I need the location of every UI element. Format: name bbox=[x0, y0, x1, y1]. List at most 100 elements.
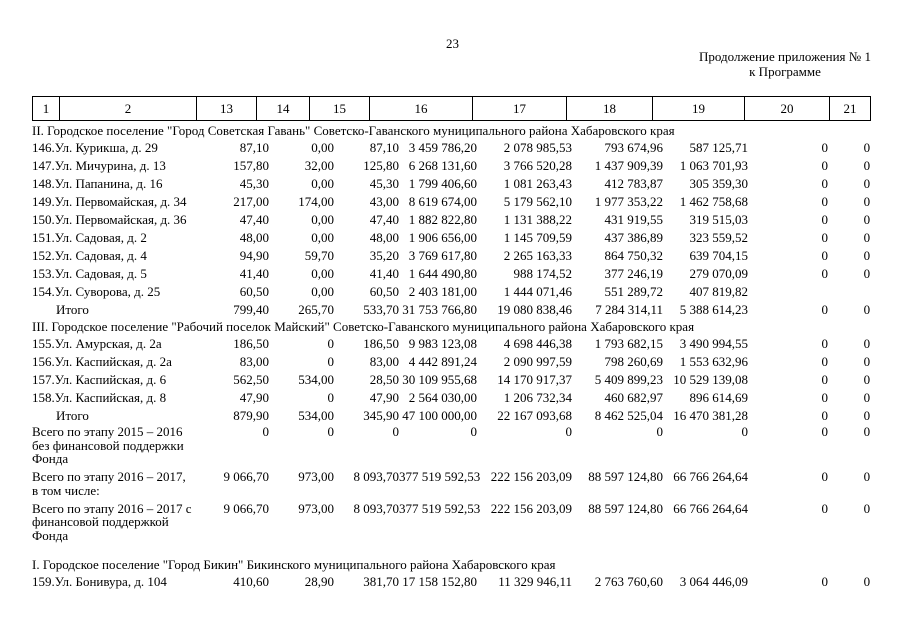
cell-value: 1 793 682,15 bbox=[594, 336, 663, 351]
cell-value: 793 674,96 bbox=[604, 140, 664, 155]
row-label: Всего по этапу 2016 – 2017 с финансовой … bbox=[32, 500, 192, 543]
cell-value: 0 bbox=[863, 573, 871, 589]
column-header-cell: 14 bbox=[256, 96, 310, 121]
program-data-table: II. Городское поселение "Город Советская… bbox=[32, 123, 870, 591]
cell-value: 0,00 bbox=[311, 266, 334, 281]
table-row: 156.Ул. Каспийская, д. 2а 83,00 0 83,00 4 44… bbox=[32, 353, 870, 371]
cell-value: 8 462 525,04 bbox=[594, 408, 663, 423]
row-label: 153.Ул. Садовая, д. 5 bbox=[32, 266, 147, 281]
cell-value: 0 bbox=[327, 424, 335, 439]
cell-value: 437 386,89 bbox=[604, 230, 664, 245]
cell-value: 896 614,69 bbox=[689, 390, 749, 405]
cell-value: 66 766 264,64 bbox=[673, 500, 748, 516]
cell-value: 0 bbox=[863, 500, 871, 516]
cell-value: 47,40 bbox=[239, 212, 269, 227]
table-row: Итого 799,40 265,70 533,70 31 753 766,80 19 0… bbox=[32, 301, 870, 319]
cell-value: 0 bbox=[821, 230, 829, 245]
cell-value: 45,30 bbox=[369, 176, 399, 191]
cell-value: 2 265 163,33 bbox=[503, 248, 572, 263]
cell-value: 87,10 bbox=[239, 140, 269, 155]
cell-value: 0 bbox=[863, 194, 871, 209]
cell-value: 30 109 955,68 bbox=[402, 372, 477, 387]
cell-value: 0 bbox=[863, 424, 871, 439]
cell-value: 0,00 bbox=[311, 212, 334, 227]
cell-value: 60,50 bbox=[239, 284, 269, 299]
cell-value: 186,50 bbox=[363, 336, 399, 351]
cell-value: 47,90 bbox=[369, 390, 399, 405]
cell-value: 41,40 bbox=[369, 266, 399, 281]
cell-value: 864 750,32 bbox=[604, 248, 664, 263]
column-header-cell: 18 bbox=[566, 96, 653, 121]
cell-value: 47 100 000,00 bbox=[402, 408, 477, 423]
cell-value: 0 bbox=[262, 424, 270, 439]
cell-value: 2 564 030,00 bbox=[408, 390, 477, 405]
cell-value: 32,00 bbox=[304, 158, 334, 173]
cell-value: 5 179 562,10 bbox=[503, 194, 572, 209]
cell-value: 345,90 bbox=[363, 408, 399, 423]
cell-value: 222 156 203,09 bbox=[490, 469, 572, 484]
cell-value: 0 bbox=[821, 194, 829, 209]
cell-value: 66 766 264,64 bbox=[673, 469, 748, 484]
cell-value: 1 437 909,39 bbox=[594, 158, 663, 173]
section-header: III. Городское поселение "Рабочий посело… bbox=[32, 319, 695, 334]
section-header: I. Городское поселение "Город Бикин" Бик… bbox=[32, 556, 556, 572]
cell-value: 10 529 139,08 bbox=[673, 372, 748, 387]
table-row: 157.Ул. Каспийская, д. 6 562,50 534,00 28,5… bbox=[32, 371, 870, 389]
column-header-cell: 21 bbox=[829, 96, 871, 121]
cell-value: 0 bbox=[821, 390, 829, 405]
cell-value: 1 145 709,59 bbox=[503, 230, 572, 245]
cell-value: 0 bbox=[821, 302, 829, 317]
cell-value: 5 388 614,23 bbox=[679, 302, 748, 317]
cell-value: 2 403 181,00 bbox=[408, 284, 477, 299]
continuation-note: Продолжение приложения № 1 к Программе bbox=[685, 49, 885, 79]
cell-value: 2 090 997,59 bbox=[503, 354, 572, 369]
cell-value: 83,00 bbox=[239, 354, 269, 369]
cell-value: 407 819,82 bbox=[689, 284, 749, 299]
cell-value: 48,00 bbox=[239, 230, 269, 245]
cell-value: 83,00 bbox=[369, 354, 399, 369]
cell-value: 94,90 bbox=[239, 248, 269, 263]
cell-value: 377 246,19 bbox=[604, 266, 664, 281]
cell-value: 59,70 bbox=[304, 248, 334, 263]
cell-value: 533,70 bbox=[363, 302, 399, 317]
row-label: Всего по этапу 2016 – 2017, в том числе: bbox=[32, 469, 186, 498]
row-label: 156.Ул. Каспийская, д. 2а bbox=[32, 354, 172, 369]
cell-value: 157,80 bbox=[233, 158, 269, 173]
table-body: II. Городское поселение "Город Советская… bbox=[32, 123, 870, 591]
cell-value bbox=[748, 283, 828, 301]
cell-value: 562,50 bbox=[233, 372, 269, 387]
cell-value: 0 bbox=[470, 424, 478, 439]
cell-value: 0 bbox=[863, 230, 871, 245]
cell-value: 217,00 bbox=[233, 194, 269, 209]
cell-value: 8 093,70 bbox=[353, 500, 400, 516]
cell-value: 9 066,70 bbox=[223, 469, 270, 484]
table-row: 155.Ул. Амурская, д. 2а 186,50 0 186,50 9 98… bbox=[32, 335, 870, 353]
table-row: Итого 879,90 534,00 345,90 47 100 000,00 22 1… bbox=[32, 407, 870, 425]
row-label: 152.Ул. Садовая, д. 4 bbox=[32, 248, 147, 263]
cell-value: 1 131 388,22 bbox=[503, 212, 572, 227]
row-label: 151.Ул. Садовая, д. 2 bbox=[32, 230, 147, 245]
cell-value: 28,50 bbox=[369, 372, 399, 387]
column-header-cell: 15 bbox=[309, 96, 370, 121]
table-row: Всего по этапу 2016 – 2017, в том числе:… bbox=[32, 470, 870, 502]
cell-value: 9 066,70 bbox=[223, 500, 270, 516]
cell-value: 0 bbox=[392, 424, 400, 439]
cell-value: 1 444 071,46 bbox=[503, 284, 572, 299]
cell-value: 19 080 838,46 bbox=[497, 302, 572, 317]
cell-value: 0 bbox=[327, 390, 335, 405]
cell-value: 3 769 617,80 bbox=[408, 248, 477, 263]
cell-value: 0 bbox=[863, 302, 871, 317]
cell-value: 0 bbox=[821, 573, 829, 589]
section-row: III. Городское поселение "Рабочий посело… bbox=[32, 319, 870, 335]
cell-value: 412 783,87 bbox=[604, 176, 664, 191]
cell-value: 0,00 bbox=[311, 176, 334, 191]
cell-value: 88 597 124,80 bbox=[588, 469, 663, 484]
cell-value: 0 bbox=[821, 248, 829, 263]
cell-value: 0 bbox=[656, 424, 664, 439]
section-row: I. Городское поселение "Город Бикин" Бик… bbox=[32, 547, 870, 573]
cell-value: 973,00 bbox=[298, 500, 334, 516]
cell-value: 4 698 446,38 bbox=[503, 336, 572, 351]
cell-value: 1 906 656,00 bbox=[408, 230, 477, 245]
cell-value: 551 289,72 bbox=[604, 284, 664, 299]
row-label: 149.Ул. Первомайская, д. 34 bbox=[32, 194, 187, 209]
